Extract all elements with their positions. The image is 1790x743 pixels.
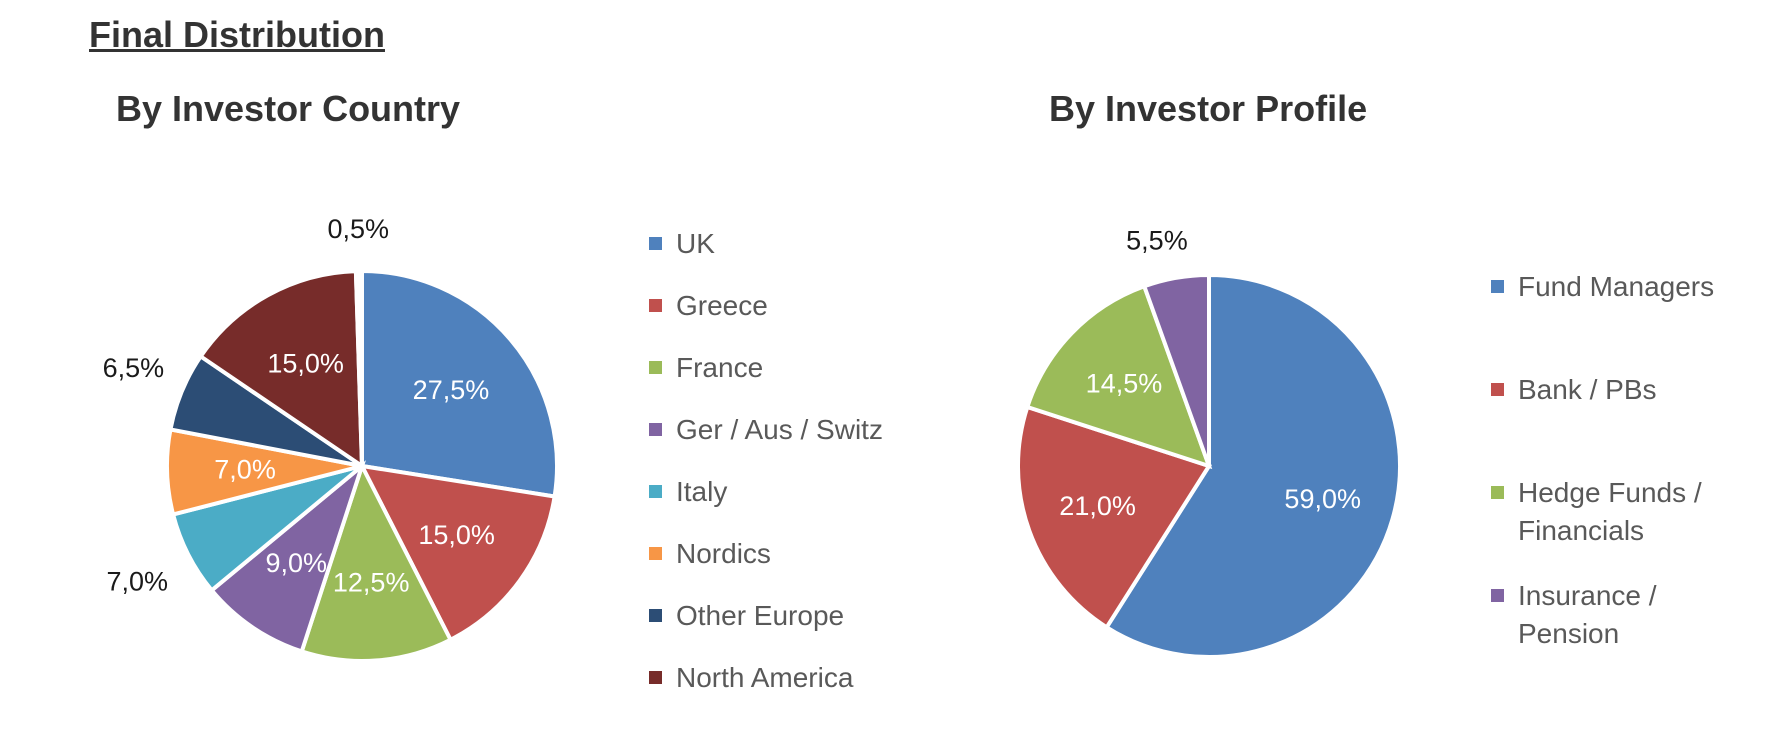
- legend-label: Insurance /: [1518, 580, 1657, 611]
- legend-label: Bank / PBs: [1518, 374, 1657, 405]
- legend-label: Pension: [1518, 618, 1620, 649]
- chart-title-profile: By Investor Profile: [1049, 88, 1368, 129]
- legend-label: Greece: [676, 290, 768, 321]
- data-label-insurance-pension: 5,5%: [1126, 225, 1188, 255]
- data-label-nordics: 7,0%: [214, 455, 276, 485]
- legend-label: Financials: [1518, 515, 1645, 546]
- legend-label: Hedge Funds /: [1518, 477, 1702, 508]
- legend-swatch: [1491, 486, 1504, 499]
- data-label-north-america: 15,0%: [267, 348, 344, 378]
- pie-slice-bank-pbs: [1016, 404, 1213, 631]
- legend-label: North America: [676, 662, 854, 693]
- legend-label: Fund Managers: [1518, 271, 1715, 302]
- pie-slice-greece: [358, 463, 557, 643]
- pie-slice-north-america: [197, 269, 365, 470]
- legend-swatch: [649, 671, 662, 684]
- data-label-slice-8: 0,5%: [327, 214, 389, 244]
- legend-label: France: [676, 352, 764, 383]
- legend-label: Nordics: [676, 538, 771, 569]
- legend-swatch: [649, 361, 662, 374]
- legend-swatch: [1491, 280, 1504, 293]
- legend-swatch: [649, 609, 662, 622]
- legend-investor-country: UK Greece France Ger / Aus / Switz Italy Nord…: [649, 225, 939, 705]
- legend-label: Italy: [676, 476, 728, 507]
- data-label-greece: 15,0%: [418, 520, 495, 550]
- legend-swatch: [649, 237, 662, 250]
- pie-slice-uk: [360, 268, 559, 499]
- legend-investor-profile: Fund Managers Bank / PBs Hedge Funds / Fina…: [1491, 268, 1771, 668]
- legend-label: Ger / Aus / Switz: [676, 414, 883, 445]
- pie-slice-fund-managers: [1103, 272, 1402, 659]
- data-label-uk: 27,5%: [413, 375, 490, 405]
- data-label-france: 12,5%: [333, 568, 410, 598]
- page-title: Final Distribution: [89, 14, 385, 55]
- data-label-italy: 7,0%: [106, 566, 168, 596]
- data-label-bank-pbs: 21,0%: [1059, 491, 1136, 521]
- pie-slice-insurance-pension: [1141, 272, 1211, 467]
- legend-label: UK: [676, 228, 715, 259]
- legend-swatch: [649, 485, 662, 498]
- legend-swatch: [1491, 383, 1504, 396]
- chart-title-country: By Investor Country: [116, 88, 461, 129]
- legend-swatch: [1491, 589, 1504, 602]
- pie-slice-hedge-funds-financials: [1024, 283, 1213, 470]
- pie-slice-france: [299, 460, 454, 663]
- legend-swatch: [649, 547, 662, 560]
- legend-label: Other Europe: [676, 600, 845, 631]
- data-label-fund-managers: 59,0%: [1284, 484, 1361, 514]
- data-label-ger-aus-switz: 9,0%: [265, 548, 327, 578]
- pie-slice-ger-aus-switz: [208, 460, 367, 654]
- data-label-other-europe: 6,5%: [103, 353, 165, 383]
- legend-swatch: [649, 299, 662, 312]
- legend-swatch: [649, 423, 662, 436]
- data-label-hedge-funds-financials: 14,5%: [1086, 369, 1163, 399]
- pie-slice-slice-8: [353, 268, 364, 467]
